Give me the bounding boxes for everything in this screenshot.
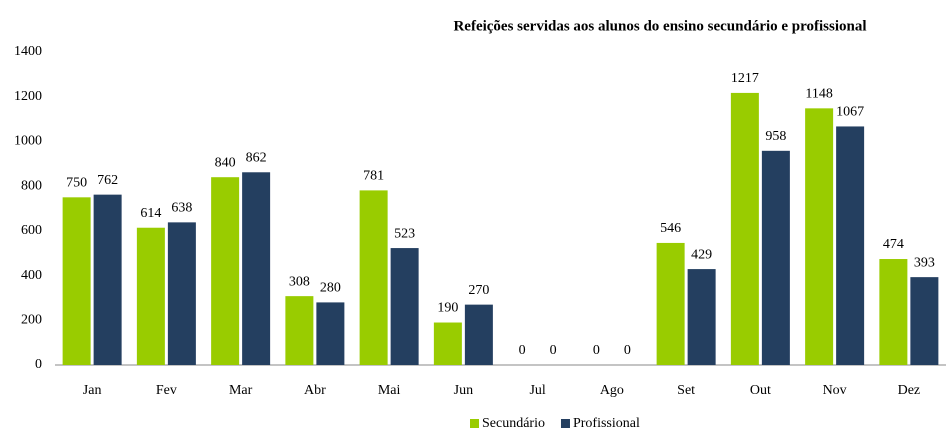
bar	[761, 150, 790, 365]
y-tick-label: 800	[21, 178, 42, 193]
bar	[390, 248, 419, 365]
data-label: 280	[320, 281, 341, 296]
data-label: 840	[215, 155, 236, 170]
data-label: 0	[624, 343, 631, 358]
x-tick-label: Mai	[378, 383, 401, 398]
data-label: 0	[550, 343, 557, 358]
data-label: 546	[660, 221, 681, 236]
data-label: 750	[66, 176, 87, 191]
legend-label: Secundário	[482, 416, 545, 431]
data-label: 393	[914, 255, 935, 270]
chart-title: Refeições servidas aos alunos do ensino …	[453, 18, 866, 34]
data-label: 429	[691, 247, 712, 262]
bar	[316, 302, 345, 365]
bar	[730, 92, 759, 365]
x-tick-label: Jan	[83, 383, 102, 398]
bar	[62, 197, 91, 365]
bar	[464, 304, 493, 365]
bar	[879, 259, 908, 365]
data-label: 762	[97, 173, 118, 188]
bar	[285, 296, 314, 365]
y-tick-label: 400	[21, 268, 42, 283]
data-label: 1217	[731, 71, 759, 86]
x-tick-label: Mar	[229, 383, 253, 398]
data-label: 1148	[805, 87, 832, 102]
data-label: 190	[437, 301, 458, 316]
y-tick-label: 1400	[14, 44, 42, 59]
data-label: 781	[363, 169, 384, 184]
x-tick-label: Nov	[823, 383, 847, 398]
data-label: 0	[519, 343, 526, 358]
bar	[242, 172, 271, 365]
bar	[136, 227, 165, 365]
data-label: 862	[246, 151, 267, 166]
bar	[359, 190, 388, 365]
y-tick-label: 600	[21, 223, 42, 238]
data-label: 270	[468, 283, 489, 298]
data-label: 474	[883, 237, 904, 252]
y-tick-label: 1000	[14, 134, 42, 149]
x-tick-label: Jun	[454, 383, 473, 398]
data-label: 0	[593, 343, 600, 358]
bar	[93, 194, 122, 365]
bar	[687, 269, 716, 365]
x-tick-label: Set	[677, 383, 695, 398]
bar	[910, 277, 939, 365]
data-label: 958	[765, 129, 786, 144]
data-label: 638	[171, 201, 192, 216]
legend-label: Profissional	[573, 416, 640, 431]
data-label: 1067	[836, 105, 864, 120]
bar	[836, 126, 865, 366]
x-tick-label: Jul	[529, 383, 545, 398]
legend-swatch	[560, 419, 570, 428]
x-tick-label: Ago	[600, 383, 624, 398]
x-tick-label: Abr	[304, 383, 326, 398]
bar	[211, 177, 240, 365]
data-label: 308	[289, 274, 310, 289]
data-label: 523	[394, 226, 415, 241]
bar	[167, 222, 196, 365]
y-tick-label: 200	[21, 313, 42, 328]
x-tick-label: Dez	[898, 383, 921, 398]
data-label: 614	[140, 206, 161, 221]
x-tick-label: Fev	[156, 383, 177, 398]
bar	[433, 322, 462, 365]
y-tick-label: 0	[35, 357, 42, 372]
legend-swatch	[470, 419, 479, 428]
y-tick-label: 1200	[14, 89, 42, 104]
bar	[805, 108, 834, 365]
x-tick-label: Out	[750, 383, 771, 398]
bar	[656, 242, 685, 365]
